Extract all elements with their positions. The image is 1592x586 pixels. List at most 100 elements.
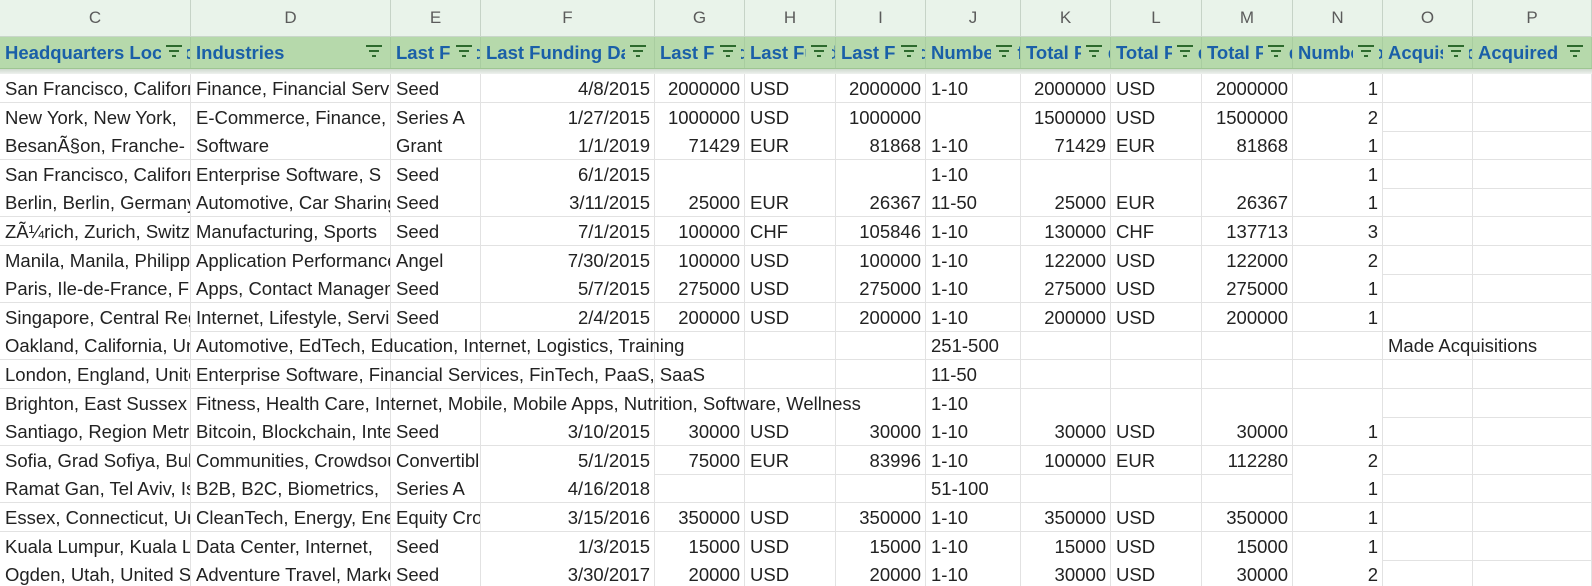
table-cell[interactable]: 2/4/2015 bbox=[481, 302, 655, 332]
table-cell[interactable] bbox=[1383, 503, 1473, 532]
table-cell[interactable]: EUR bbox=[1111, 131, 1202, 161]
filter-icon[interactable] bbox=[715, 41, 741, 64]
table-cell[interactable]: New York, New York, bbox=[0, 102, 191, 132]
table-cell[interactable] bbox=[1202, 388, 1293, 418]
header-cell[interactable]: Headquarters Location bbox=[0, 37, 191, 68]
table-cell[interactable]: 20000 bbox=[836, 560, 926, 586]
table-cell[interactable]: USD bbox=[1111, 102, 1202, 132]
table-cell[interactable]: Application Performance bbox=[191, 245, 391, 275]
table-cell[interactable] bbox=[1111, 388, 1202, 418]
table-cell[interactable]: Equity Crowdfunding bbox=[391, 503, 481, 532]
table-cell[interactable]: Bitcoin, Blockchain, Internet bbox=[191, 417, 391, 447]
table-cell[interactable]: 1/27/2015 bbox=[481, 102, 655, 132]
table-cell[interactable]: 5/1/2015 bbox=[481, 445, 655, 475]
table-cell[interactable]: 20000 bbox=[655, 560, 745, 586]
table-cell[interactable] bbox=[481, 388, 655, 418]
column-header-k[interactable]: K bbox=[1021, 0, 1111, 36]
table-cell[interactable] bbox=[1021, 388, 1111, 418]
column-header-p[interactable]: P bbox=[1473, 0, 1592, 36]
column-header-m[interactable]: M bbox=[1202, 0, 1293, 36]
table-cell[interactable]: USD bbox=[745, 531, 836, 561]
table-cell[interactable] bbox=[1383, 74, 1473, 103]
table-cell[interactable] bbox=[1473, 245, 1592, 275]
table-cell[interactable]: 71429 bbox=[655, 131, 745, 161]
table-cell[interactable]: 200000 bbox=[1021, 302, 1111, 332]
table-cell[interactable] bbox=[836, 331, 926, 361]
table-cell[interactable] bbox=[745, 360, 836, 389]
header-cell[interactable]: Total Funding Amount Currency (in USD) bbox=[1202, 37, 1293, 68]
table-cell[interactable]: 1/3/2015 bbox=[481, 531, 655, 561]
table-cell[interactable] bbox=[1202, 331, 1293, 361]
table-cell[interactable]: Paris, Ile-de-France, France bbox=[0, 274, 191, 304]
table-cell[interactable] bbox=[1383, 217, 1473, 246]
table-cell[interactable]: USD bbox=[1111, 74, 1202, 103]
table-cell[interactable] bbox=[926, 388, 1021, 418]
table-cell[interactable]: 1 bbox=[1293, 503, 1383, 532]
table-cell[interactable]: 100000 bbox=[1021, 445, 1111, 475]
table-cell[interactable]: 275000 bbox=[655, 274, 745, 304]
table-cell[interactable]: 1-10 bbox=[926, 302, 1021, 332]
table-cell[interactable] bbox=[836, 474, 926, 504]
table-cell[interactable]: 350000 bbox=[655, 503, 745, 532]
table-cell[interactable]: 1-10 bbox=[926, 531, 1021, 561]
table-cell[interactable]: London, England, United Kingdom bbox=[0, 360, 191, 389]
table-cell[interactable] bbox=[1383, 159, 1473, 189]
filter-icon[interactable] bbox=[361, 41, 387, 64]
table-cell[interactable] bbox=[745, 159, 836, 189]
table-cell[interactable]: Communities, Crowdsourcing bbox=[191, 445, 391, 475]
table-cell[interactable]: Ogden, Utah, United States bbox=[0, 560, 191, 586]
table-cell[interactable]: USD bbox=[1111, 302, 1202, 332]
filter-icon[interactable] bbox=[1443, 41, 1469, 64]
table-cell[interactable] bbox=[1293, 388, 1383, 418]
column-header-d[interactable]: D bbox=[191, 0, 391, 36]
table-cell[interactable]: USD bbox=[745, 560, 836, 586]
table-cell[interactable] bbox=[1383, 274, 1473, 304]
table-cell[interactable] bbox=[391, 388, 481, 418]
table-cell[interactable]: 25000 bbox=[655, 188, 745, 218]
table-cell[interactable]: 26367 bbox=[836, 188, 926, 218]
table-cell[interactable]: 1 bbox=[1293, 274, 1383, 304]
table-cell[interactable] bbox=[1111, 474, 1202, 504]
table-cell[interactable] bbox=[1383, 188, 1473, 218]
table-cell[interactable] bbox=[1473, 474, 1592, 504]
table-cell[interactable] bbox=[1021, 474, 1111, 504]
table-cell[interactable]: USD bbox=[745, 503, 836, 532]
table-cell[interactable] bbox=[1111, 331, 1202, 361]
table-cell[interactable]: Seed bbox=[391, 560, 481, 586]
header-cell[interactable]: Number of Employees bbox=[926, 37, 1021, 68]
filter-icon[interactable] bbox=[896, 41, 922, 64]
table-cell[interactable] bbox=[191, 388, 391, 418]
table-cell[interactable]: USD bbox=[745, 74, 836, 103]
table-cell[interactable]: 7/1/2015 bbox=[481, 217, 655, 246]
table-cell[interactable]: Brighton, East Sussex bbox=[0, 388, 191, 418]
table-cell[interactable]: USD bbox=[1111, 274, 1202, 304]
table-cell[interactable]: 2000000 bbox=[1202, 74, 1293, 103]
table-cell[interactable]: Sofia, Grad Sofiya, Bulgaria bbox=[0, 445, 191, 475]
table-cell[interactable] bbox=[1473, 74, 1592, 103]
table-cell[interactable] bbox=[655, 331, 745, 361]
table-cell[interactable] bbox=[1473, 302, 1592, 332]
table-cell[interactable]: Berlin, Berlin, Germany bbox=[0, 188, 191, 218]
table-cell[interactable]: 275000 bbox=[1202, 274, 1293, 304]
table-cell[interactable]: Convertible Note bbox=[391, 445, 481, 475]
table-cell[interactable]: ZÃ¼rich, Zurich, Switzerland bbox=[0, 217, 191, 246]
column-header-e[interactable]: E bbox=[391, 0, 481, 36]
table-cell[interactable]: Essex, Connecticut, United States bbox=[0, 503, 191, 532]
table-cell[interactable] bbox=[1021, 331, 1111, 361]
table-cell[interactable]: 30000 bbox=[1202, 417, 1293, 447]
table-cell[interactable] bbox=[1383, 360, 1473, 389]
table-cell[interactable]: CleanTech, Energy, Energy bbox=[191, 503, 391, 532]
table-cell[interactable] bbox=[1473, 360, 1592, 389]
table-cell[interactable]: 275000 bbox=[836, 274, 926, 304]
table-cell[interactable]: 30000 bbox=[1021, 417, 1111, 447]
table-cell[interactable] bbox=[391, 331, 481, 361]
table-cell[interactable]: 100000 bbox=[836, 245, 926, 275]
table-cell[interactable]: 350000 bbox=[1021, 503, 1111, 532]
table-cell[interactable]: USD bbox=[745, 274, 836, 304]
table-cell[interactable]: 1000000 bbox=[655, 102, 745, 132]
table-cell[interactable]: 15000 bbox=[1202, 531, 1293, 561]
table-cell[interactable]: 3/11/2015 bbox=[481, 188, 655, 218]
table-cell[interactable]: 81868 bbox=[1202, 131, 1293, 161]
header-cell[interactable]: Acquired by bbox=[1473, 37, 1592, 68]
table-cell[interactable] bbox=[745, 474, 836, 504]
